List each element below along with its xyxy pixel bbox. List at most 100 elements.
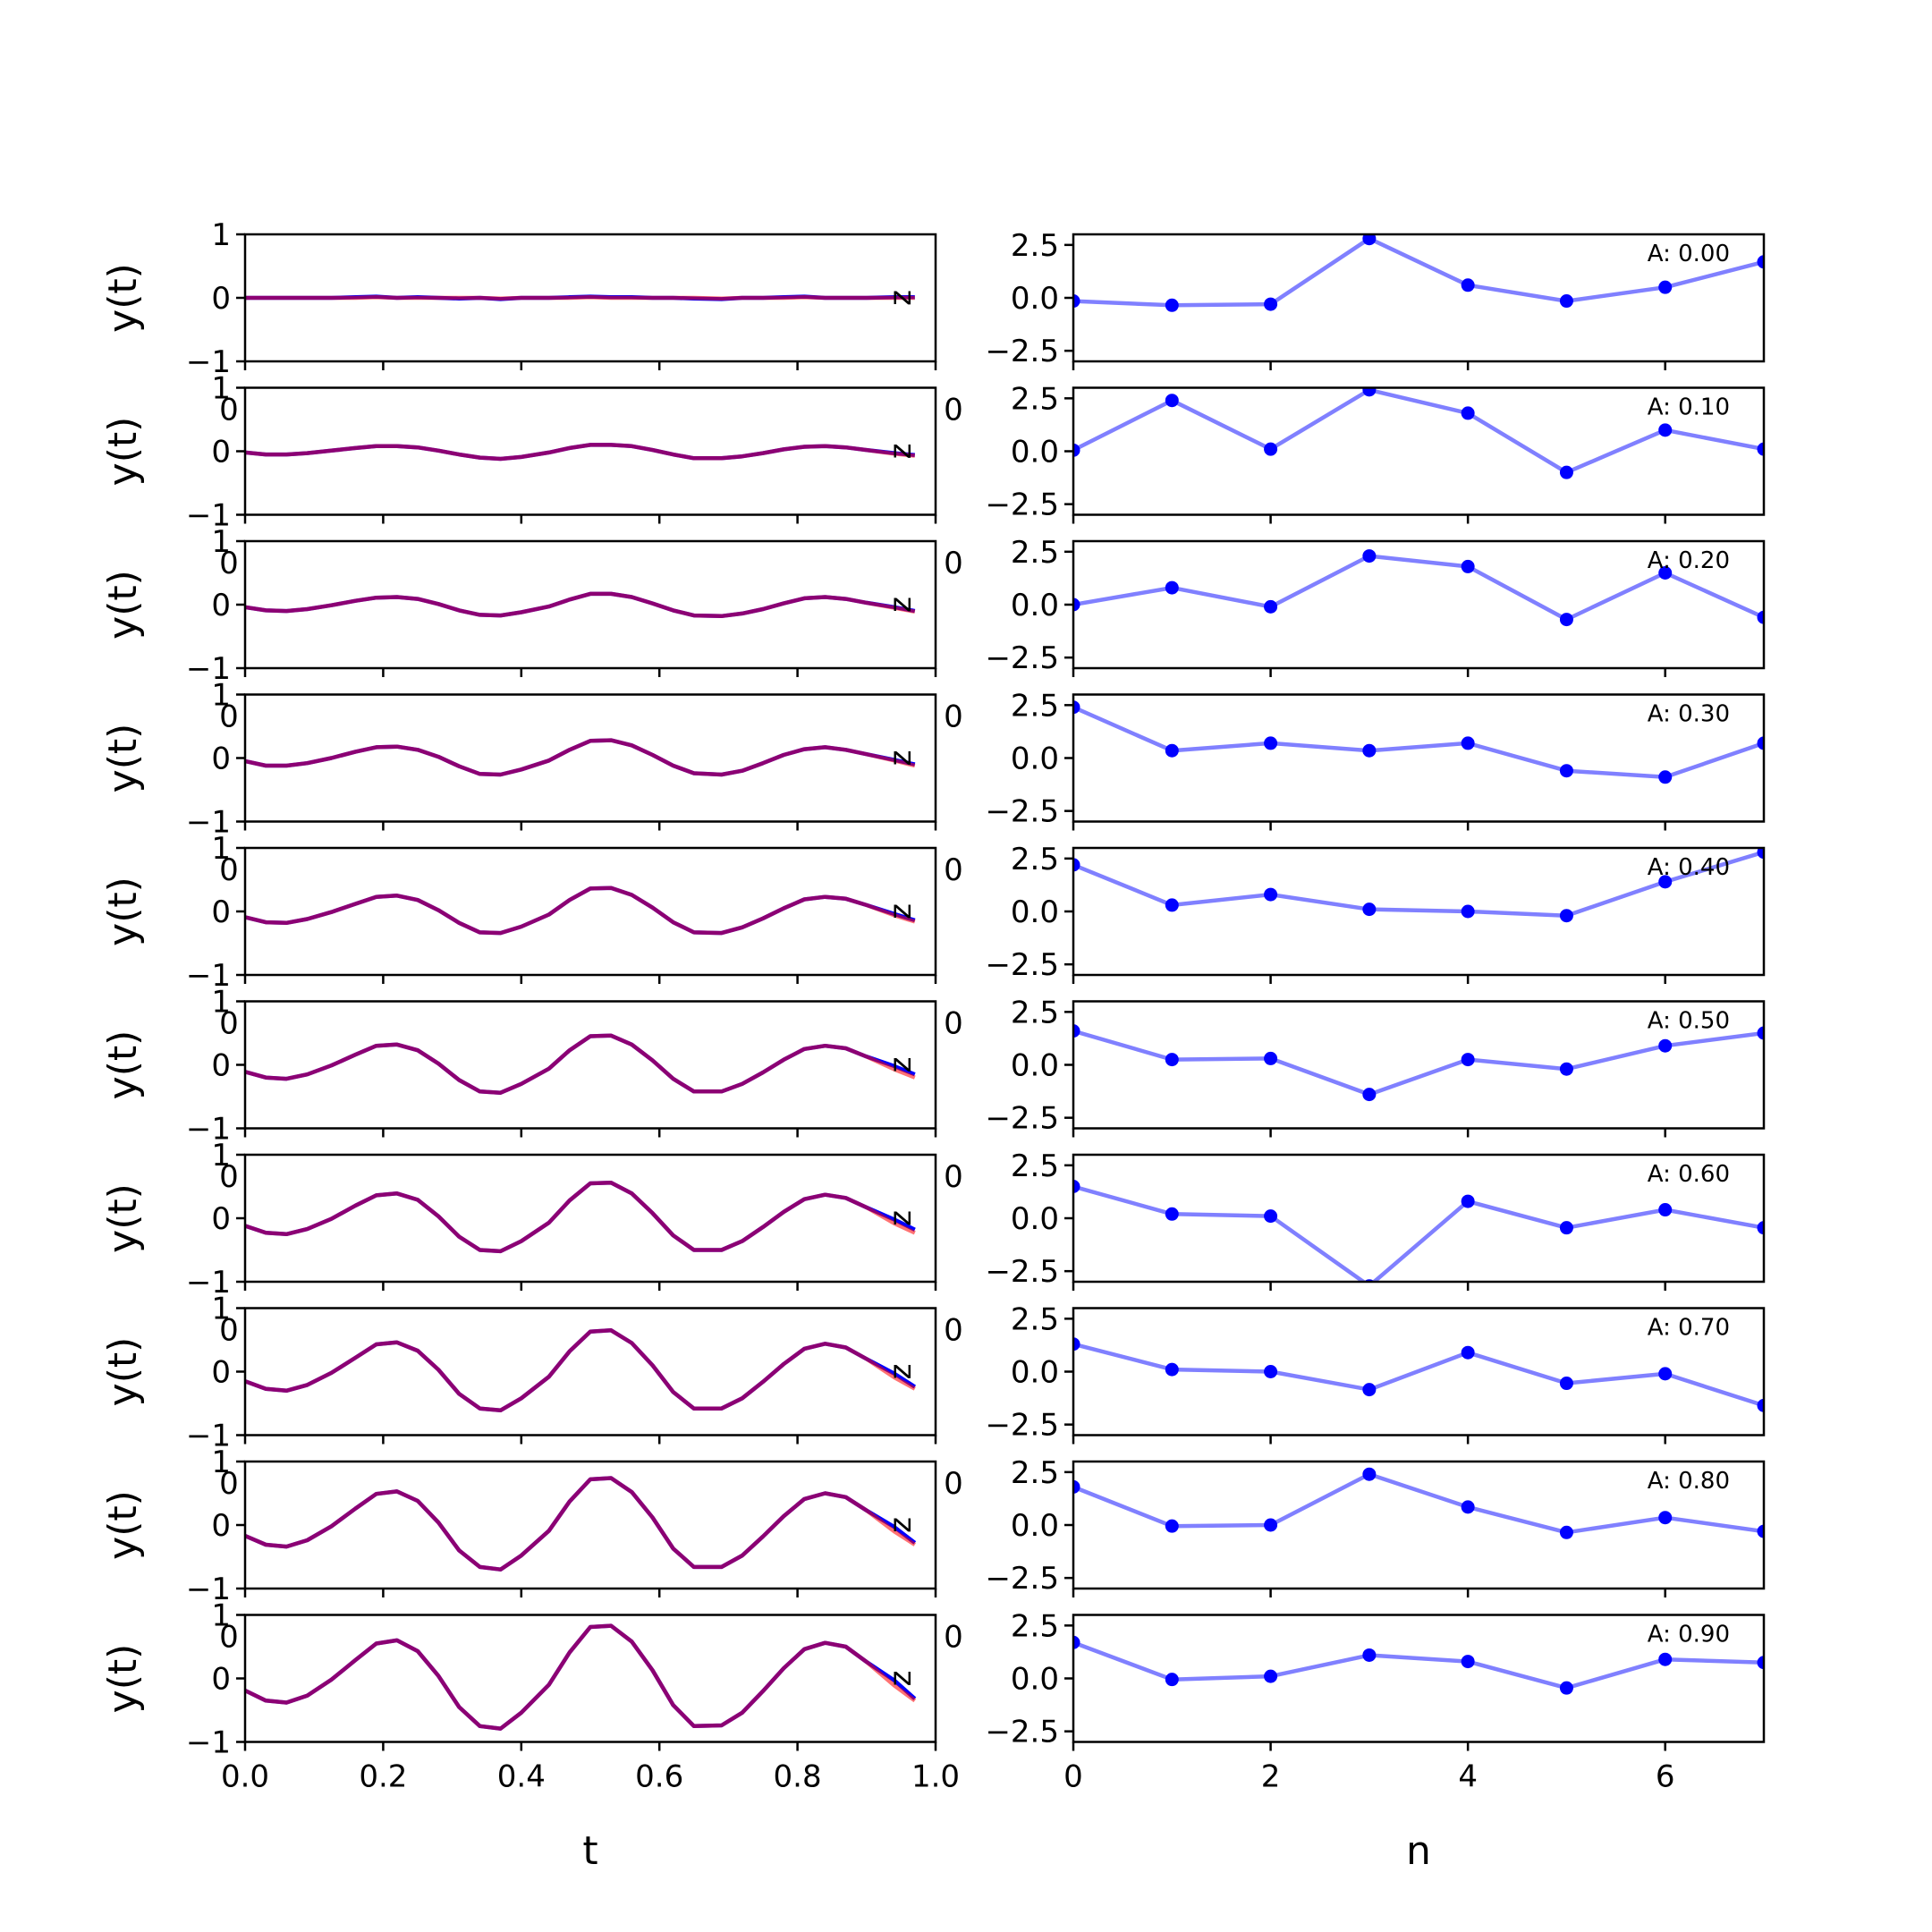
sample-point bbox=[1757, 610, 1764, 624]
amplitude-annotation: A: 0.00 bbox=[1648, 241, 1730, 267]
y-tick-label: −1 bbox=[186, 1572, 231, 1607]
samples-panel: 2.5 0.0 −2.5 A: 0.40 bbox=[985, 842, 1766, 984]
y-axis-label: y(t) bbox=[100, 570, 146, 640]
y-tick-label: −2.5 bbox=[985, 1561, 1059, 1597]
axes-frame bbox=[243, 693, 937, 823]
y-tick-label: 0 bbox=[211, 588, 231, 623]
amplitude-annotation: A: 0.40 bbox=[1648, 854, 1730, 881]
sample-point bbox=[1165, 1519, 1179, 1533]
sample-point bbox=[1757, 1026, 1764, 1040]
y-tick-label: 0 bbox=[211, 1508, 231, 1544]
stray-tick-label: 0 bbox=[944, 1466, 963, 1502]
sample-point bbox=[1658, 1652, 1673, 1666]
sample-point bbox=[1362, 549, 1377, 564]
y-tick-label: 2.5 bbox=[1011, 688, 1059, 724]
stray-tick-label: 0 bbox=[219, 699, 239, 735]
sample-line bbox=[1073, 236, 1764, 308]
axes-frame bbox=[243, 1614, 937, 1743]
series-line-red bbox=[245, 1033, 916, 1095]
sample-point bbox=[1757, 255, 1764, 269]
series-line-red bbox=[245, 1623, 917, 1731]
sample-point bbox=[1264, 1209, 1278, 1224]
y-tick-label: 0 bbox=[211, 1662, 231, 1698]
samples-panel: 2.5 0.0 −2.5 A: 0.50 bbox=[985, 995, 1766, 1138]
sample-point bbox=[1559, 1681, 1573, 1695]
y-tick-label: 0 bbox=[211, 281, 231, 317]
y-tick-label: 2.5 bbox=[1011, 535, 1059, 571]
stray-tick-label: 0 bbox=[219, 1159, 239, 1195]
stray-tick-label: 0 bbox=[944, 393, 963, 428]
sample-point bbox=[1461, 736, 1475, 750]
stray-glyph: z bbox=[883, 1057, 919, 1073]
sample-point bbox=[1658, 423, 1673, 437]
stray-glyph: z bbox=[883, 1364, 919, 1380]
sample-point bbox=[1559, 909, 1573, 923]
x-tick-label: 0.0 bbox=[221, 1759, 269, 1795]
amplitude-annotation: A: 0.90 bbox=[1648, 1622, 1730, 1648]
sample-point bbox=[1658, 770, 1673, 784]
sample-point bbox=[1073, 1337, 1080, 1352]
y-tick-label: 0 bbox=[211, 894, 231, 930]
sample-point bbox=[1559, 1221, 1573, 1235]
sample-point bbox=[1362, 1088, 1377, 1102]
y-tick-label: 2.5 bbox=[1011, 1455, 1059, 1491]
series-line-red bbox=[245, 591, 916, 619]
y-tick-label: 1 bbox=[211, 985, 231, 1021]
series-line-red bbox=[245, 886, 916, 936]
stray-glyph: z bbox=[883, 1671, 919, 1687]
stray-glyph: z bbox=[883, 1210, 919, 1226]
sample-point bbox=[1362, 1648, 1377, 1662]
samples-panel: 2.5 0.0 −2.5 A: 0.30 bbox=[985, 688, 1766, 831]
sample-line bbox=[1073, 1342, 1764, 1408]
series-line-red bbox=[245, 295, 915, 301]
y-tick-label: 1 bbox=[211, 1138, 231, 1174]
time-panel: 10−1y(t) z0 0 bbox=[100, 678, 963, 841]
sample-point bbox=[1461, 1053, 1475, 1067]
samples-panel: 2.5 0.0 −2.5 A: 0.80 bbox=[985, 1455, 1766, 1597]
y-tick-label: 1 bbox=[211, 371, 231, 407]
series-line-red bbox=[245, 1180, 916, 1254]
y-tick-label: 0.0 bbox=[1011, 1355, 1059, 1391]
amplitude-annotation: A: 0.60 bbox=[1648, 1161, 1730, 1188]
stray-tick-label: 0 bbox=[219, 1006, 239, 1042]
x-tick-label: 1.0 bbox=[911, 1759, 960, 1795]
samples-panel: 2.5 0.0 −2.5 A: 0.10 bbox=[985, 381, 1766, 524]
y-tick-label: 2.5 bbox=[1011, 228, 1059, 264]
y-axis-label: y(t) bbox=[100, 1030, 146, 1100]
sample-line bbox=[1073, 1029, 1764, 1097]
sample-point bbox=[1757, 1656, 1764, 1670]
y-tick-label: 0.0 bbox=[1011, 588, 1059, 623]
sample-point bbox=[1362, 387, 1377, 397]
sample-point bbox=[1757, 442, 1764, 456]
y-tick-label: −2.5 bbox=[985, 1101, 1059, 1137]
y-tick-label: −1 bbox=[186, 805, 231, 841]
amplitude-annotation: A: 0.50 bbox=[1648, 1008, 1730, 1035]
amplitude-annotation: A: 0.70 bbox=[1648, 1315, 1730, 1342]
sample-point bbox=[1165, 298, 1179, 312]
y-tick-label: 2.5 bbox=[1011, 1301, 1059, 1337]
y-tick-label: 0.0 bbox=[1011, 741, 1059, 777]
sample-point bbox=[1658, 280, 1673, 294]
sample-point bbox=[1362, 743, 1377, 758]
sample-point bbox=[1165, 580, 1179, 595]
y-tick-label: 1 bbox=[211, 524, 231, 560]
y-tick-label: 1 bbox=[211, 1292, 231, 1327]
x-axis-label-n: n bbox=[1406, 1828, 1431, 1874]
sample-line bbox=[1073, 1184, 1764, 1282]
sample-point bbox=[1073, 597, 1080, 612]
time-panel: 10−1y(t) z0 0 bbox=[100, 831, 963, 994]
sample-point bbox=[1559, 1525, 1573, 1539]
sample-point bbox=[1658, 875, 1673, 889]
y-tick-label: −2.5 bbox=[985, 794, 1059, 830]
series-line-red bbox=[245, 1476, 917, 1572]
sample-point bbox=[1165, 1362, 1179, 1377]
samples-panel: 2.5 0.0 −2.50 2 4 6 A: 0.90 bbox=[985, 1608, 1766, 1795]
sample-point bbox=[1264, 442, 1278, 456]
sample-point bbox=[1757, 848, 1764, 860]
sample-point bbox=[1362, 234, 1377, 246]
y-axis-label: y(t) bbox=[100, 877, 146, 946]
stray-tick-label: 0 bbox=[219, 546, 239, 581]
sample-point bbox=[1461, 559, 1475, 573]
y-tick-label: 0 bbox=[211, 1048, 231, 1084]
